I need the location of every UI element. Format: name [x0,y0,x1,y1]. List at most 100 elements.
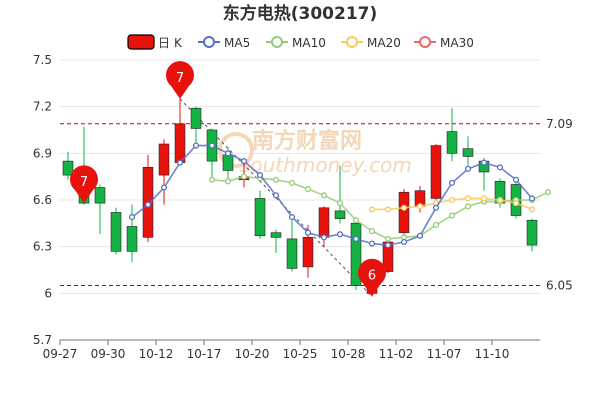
candle-body [446,131,458,154]
price-pins: 7 7 6 [70,61,386,297]
price-pin: 7 [166,61,195,99]
ma5-point [464,165,472,172]
candle-body [174,123,186,163]
ma5-point [400,238,408,246]
candle-body [254,198,266,237]
ma5-point [208,142,216,149]
y-tick-label: 7.2 [33,100,52,114]
ma10-point [384,235,392,242]
ma20-point [384,206,392,213]
ma20-point [400,204,408,211]
price-pin: 7 [70,165,98,204]
ma5-point [288,214,296,221]
ma5-point [240,158,248,165]
ma20-point [528,206,536,213]
candle-body [302,237,314,268]
y-axis: 5.7 6 6.3 6.6 6.9 7.2 7.5 [33,53,52,347]
ma10-point [224,178,232,185]
candle-body [286,238,298,269]
candle-body [158,143,170,176]
ma5-point [384,242,392,249]
legend-marker-ma20 [346,36,358,48]
ma10-point [208,176,216,183]
ref-line-label: 7.09 [546,117,573,131]
ma5-point [192,142,200,149]
x-tick-label: 11-07 [427,347,462,361]
ma5-point [304,229,312,236]
candle-body [398,191,410,233]
legend-label-ma5: MA5 [224,36,250,50]
ma5-point [320,234,328,241]
trend-line [179,98,373,297]
x-tick-label: 11-02 [379,347,414,361]
ma10-point [432,221,440,228]
x-tick-label: 10-12 [139,347,174,361]
ma20-point [464,195,472,202]
ma5-point [256,172,264,179]
ma5-point [224,150,232,157]
ma20-point [368,206,376,213]
legend: 日 K MA5 MA10 MA20 MA30 [127,34,474,50]
candle-body [62,160,74,176]
ma10-point [368,228,376,235]
ma20-point [448,196,456,204]
pin-label: 6 [368,268,376,283]
ma10-point [336,200,344,207]
watermark-text: 南方财富网 [252,128,362,154]
legend-label-ma20: MA20 [367,36,401,50]
ma20-point [512,200,520,207]
chart-title: 东方电热(300217) [223,3,378,24]
legend-marker-ma10 [271,36,283,48]
candle-body [110,212,122,252]
ref-line-label: 6.05 [546,279,573,293]
reference-lines: 7.09 6.05 [60,117,573,293]
ma5-point [336,231,344,238]
x-tick-label: 11-10 [475,347,510,361]
pin-label: 7 [80,175,88,190]
candle-body [430,145,442,199]
ma5-point [480,159,488,166]
ma10-point [320,192,328,199]
ma20-point [416,203,424,210]
legend-marker-ma30 [419,36,431,48]
ma10-point [240,173,248,180]
candle-body [334,210,346,219]
candle-body [526,219,538,246]
moving-averages [128,142,552,249]
ma5-point [416,232,424,239]
kline-legend-char: 日 [158,36,170,50]
ma10-point [304,186,312,193]
ma20-point [480,195,488,202]
price-pin: 6 [358,258,386,297]
candle-body [190,107,202,129]
candle-body [350,223,362,286]
y-tick-label: 5.7 [33,333,52,347]
kline-legend-sub: K [174,36,183,50]
ma5-point [176,159,184,166]
candle-body [318,207,330,238]
x-axis: 09-27 09-30 10-12 10-17 10-20 10-25 10-28 11-02… [43,339,540,361]
ma5-point [272,192,280,199]
ma10-point [288,179,296,186]
ma5-point [448,179,456,186]
candle-body [126,226,138,252]
ma5-point [160,184,168,191]
candle-body [222,154,234,171]
legend-label-ma30: MA30 [440,36,474,50]
ma10-point [544,189,552,196]
kline-legend-swatch [127,34,155,50]
x-tick-label: 10-25 [283,347,318,361]
x-tick-label: 10-20 [235,347,270,361]
pin-marker [358,258,386,297]
watermark-url: southmoney.com [240,153,412,177]
ma5-point [528,195,536,202]
ma5-point [368,240,376,247]
ma5-point [512,176,520,183]
x-tick-label: 10-28 [331,347,366,361]
candle-body [382,241,394,272]
ma10-point [352,217,360,224]
ma20-point [496,196,504,204]
x-tick-label: 09-30 [91,347,126,361]
